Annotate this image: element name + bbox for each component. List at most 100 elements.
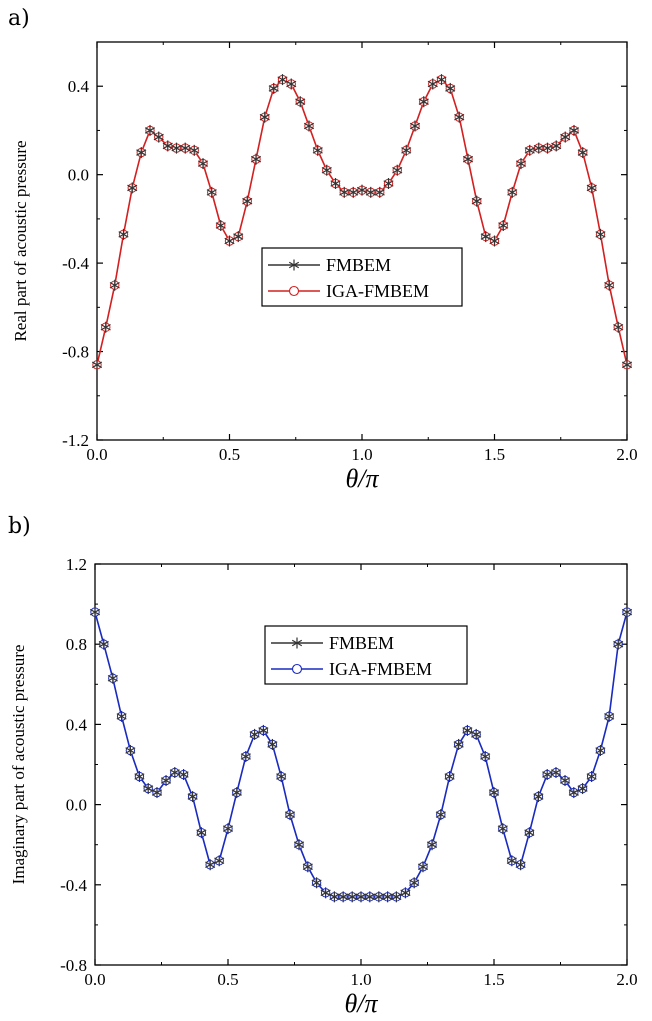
- legend-label-iga-fmbem: IGA-FMBEM: [326, 281, 429, 301]
- data-point-fmbem: [613, 638, 624, 650]
- data-point-fmbem: [613, 321, 624, 333]
- chart-a-svg: 0.0 0.5 1.0 1.5 2.0 -1.2 -0.8 -0.4 0.0 0.4 θ/π Real…: [11, 41, 638, 493]
- data-point-fmbem: [586, 771, 597, 783]
- data-point-fmbem: [268, 82, 279, 94]
- data-point-fmbem: [116, 710, 127, 722]
- data-point-fmbem: [240, 750, 251, 762]
- y-axis-label: Real part of acoustic pressure: [11, 140, 30, 341]
- data-point-fmbem: [276, 771, 287, 783]
- data-point-fmbem: [621, 359, 633, 371]
- x-tick-label: 0.0: [86, 445, 107, 464]
- data-point-fmbem: [621, 606, 633, 618]
- y-tick-label: 0.4: [68, 77, 90, 96]
- data-point-fmbem: [171, 142, 182, 154]
- data-point-fmbem: [286, 78, 297, 90]
- data-point-fmbem: [224, 235, 235, 247]
- data-point-fmbem: [454, 111, 465, 123]
- legend-a: FMBEM IGA-FMBEM: [261, 247, 463, 307]
- data-point-fmbem: [356, 184, 368, 196]
- data-point-fmbem: [497, 823, 508, 835]
- data-point-fmbem: [436, 74, 447, 86]
- data-point-fmbem: [409, 120, 421, 132]
- y-tick-label: 0.0: [68, 166, 89, 185]
- data-point-fmbem: [162, 140, 173, 152]
- x-tick-label: 1.0: [350, 970, 371, 989]
- data-point-fmbem: [427, 78, 438, 90]
- y-tick-label: -0.4: [62, 254, 89, 273]
- data-point-fmbem: [577, 147, 588, 159]
- data-point-fmbem: [542, 142, 553, 154]
- data-point-fmbem: [178, 769, 189, 781]
- plot-frame-b: [94, 563, 628, 966]
- data-point-fmbem: [143, 783, 154, 795]
- data-point-fmbem: [435, 809, 446, 821]
- data-point-fmbem: [258, 724, 269, 736]
- data-point-fmbem: [249, 728, 260, 740]
- data-point-fmbem: [277, 74, 288, 86]
- y-tick-label: -0.8: [60, 956, 87, 975]
- data-point-fmbem: [400, 887, 411, 899]
- data-point-fmbem: [134, 771, 145, 783]
- data-point-fmbem: [144, 124, 156, 136]
- x-axis-label: θ/π: [344, 989, 378, 1018]
- data-point-fmbem: [100, 321, 111, 333]
- data-point-fmbem: [231, 787, 242, 799]
- data-point-fmbem: [560, 131, 571, 143]
- data-point-fmbem: [568, 124, 580, 136]
- data-point-fmbem: [206, 186, 217, 198]
- data-point-fmbem: [401, 144, 412, 156]
- data-point-fmbem: [339, 186, 350, 198]
- legend-box: [261, 247, 463, 307]
- data-point-fmbem: [293, 839, 305, 851]
- data-point-fmbem: [471, 728, 482, 740]
- data-point-fmbem: [409, 877, 420, 889]
- data-point-fmbem: [197, 158, 209, 170]
- data-point-fmbem: [169, 767, 180, 779]
- data-point-fmbem: [127, 182, 138, 194]
- data-point-fmbem: [136, 147, 147, 159]
- data-point-fmbem: [462, 153, 474, 165]
- x-tick-label: 0.5: [219, 445, 240, 464]
- data-point-fmbem: [533, 142, 544, 154]
- data-point-fmbem: [348, 186, 359, 198]
- data-point-fmbem: [89, 606, 101, 618]
- legend-box: [264, 625, 468, 685]
- data-point-fmbem: [480, 750, 491, 762]
- data-point-fmbem: [595, 228, 606, 240]
- data-point-fmbem: [180, 142, 191, 154]
- data-point-fmbem: [196, 827, 207, 839]
- data-point-fmbem: [98, 638, 109, 650]
- data-point-fmbem: [214, 855, 225, 867]
- data-point-fmbem: [507, 186, 518, 198]
- data-point-fmbem: [577, 783, 588, 795]
- y-tick-label: 0.4: [66, 715, 88, 734]
- data-point-fmbem: [205, 859, 216, 871]
- legend-b: FMBEM IGA-FMBEM: [264, 625, 468, 685]
- data-point-fmbem: [267, 738, 278, 750]
- data-point-fmbem: [330, 178, 341, 190]
- data-point-fmbem: [506, 855, 517, 867]
- data-point-fmbem: [355, 891, 367, 903]
- data-point-fmbem: [382, 891, 393, 903]
- data-point-fmbem: [364, 891, 375, 903]
- data-point-fmbem: [550, 767, 562, 779]
- series-line-fmbem: [96, 78, 628, 365]
- data-point-fmbem: [338, 891, 349, 903]
- figure-panel-b: b) 0.0 0.5 1.0 1.5 2.0 -0.8 -0.4 0.0 0.4 0.8 1.2 θ/…: [0, 500, 652, 1021]
- data-point-fmbem: [604, 710, 615, 722]
- data-point-fmbem: [524, 144, 535, 156]
- data-point-fmbem: [383, 178, 394, 190]
- data-point-fmbem: [568, 787, 579, 799]
- data-point-fmbem: [312, 144, 323, 156]
- data-point-fmbem: [284, 809, 296, 821]
- data-point-fmbem: [418, 96, 429, 108]
- data-point-fmbem: [559, 775, 571, 787]
- x-tick-label: 2.0: [616, 445, 637, 464]
- data-point-fmbem: [329, 891, 340, 903]
- data-point-fmbem: [222, 823, 234, 835]
- data-point-fmbem: [295, 96, 306, 108]
- y-tick-label: -0.4: [60, 876, 87, 895]
- data-point-fmbem: [533, 791, 544, 803]
- data-point-fmbem: [586, 182, 597, 194]
- x-tick-label: 0.5: [217, 970, 238, 989]
